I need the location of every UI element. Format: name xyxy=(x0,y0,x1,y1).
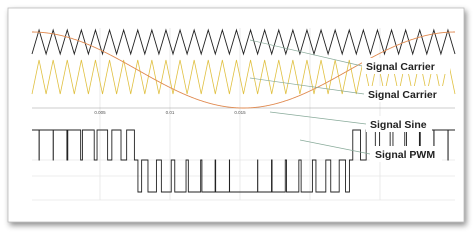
signal-label: Signal PWM xyxy=(375,149,435,161)
label-box xyxy=(362,58,450,74)
signal-label: Signal Sine xyxy=(370,119,427,131)
label-boxes xyxy=(362,58,450,162)
leader-line xyxy=(269,111,367,125)
axis-label: 0.015 xyxy=(234,110,246,115)
axis-label: 0.005 xyxy=(94,110,106,115)
carrier-wave xyxy=(31,28,456,56)
leader-line xyxy=(249,77,365,95)
diagram: Signal Carrier Signal Carrier Signal Sin… xyxy=(7,7,465,223)
signal-label: Signal Carrier xyxy=(366,61,435,73)
label-box xyxy=(370,146,442,162)
label-box xyxy=(366,116,432,132)
label-box xyxy=(364,86,450,102)
signal-label: Signal Carrier xyxy=(368,89,437,101)
leader-line xyxy=(299,139,371,155)
axis-label: 0.01 xyxy=(166,110,175,115)
leader-line xyxy=(249,39,363,67)
sine-wave xyxy=(32,31,455,109)
